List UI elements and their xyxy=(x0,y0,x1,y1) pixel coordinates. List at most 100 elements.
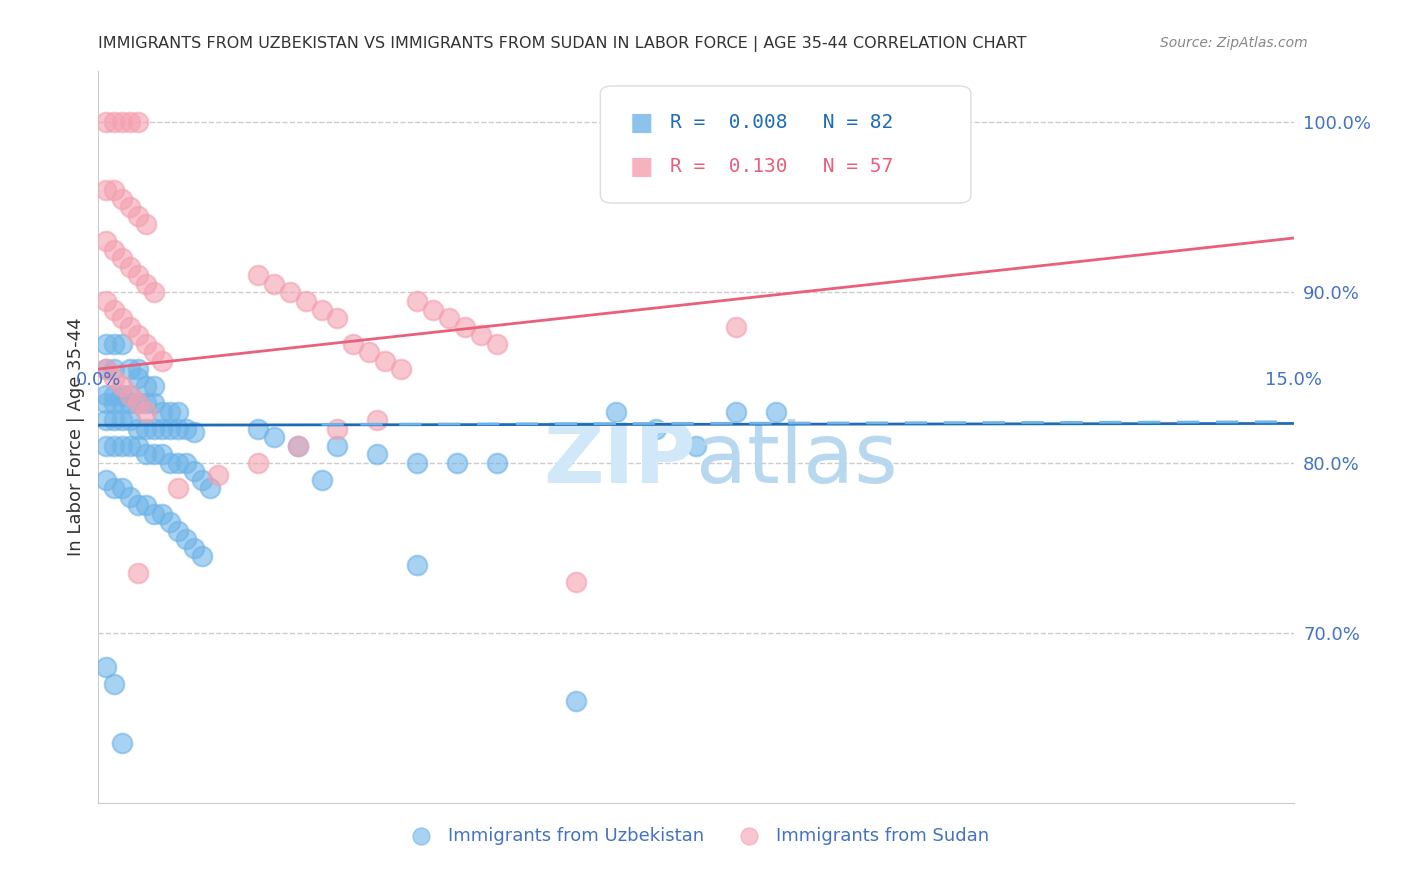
Point xyxy=(183,425,205,439)
Point xyxy=(287,439,309,453)
Text: R =  0.130   N = 57: R = 0.130 N = 57 xyxy=(669,157,893,176)
Text: R =  0.008   N = 82: R = 0.008 N = 82 xyxy=(666,113,890,132)
Point xyxy=(406,558,429,572)
Point xyxy=(167,481,190,495)
Point xyxy=(454,319,477,334)
Point xyxy=(246,421,269,435)
Point xyxy=(111,336,134,351)
Point xyxy=(120,387,142,401)
Point xyxy=(183,541,205,555)
Point xyxy=(246,268,269,283)
Point xyxy=(143,285,166,300)
Point xyxy=(437,311,460,326)
Point xyxy=(127,370,149,384)
Text: ■: ■ xyxy=(624,111,648,135)
Point xyxy=(127,396,149,410)
Text: ZIP: ZIP xyxy=(544,418,696,500)
Point xyxy=(103,336,125,351)
Point xyxy=(311,473,333,487)
Point xyxy=(191,473,214,487)
Point xyxy=(389,362,412,376)
Point xyxy=(645,421,668,435)
Legend: Immigrants from Uzbekistan, Immigrants from Sudan: Immigrants from Uzbekistan, Immigrants f… xyxy=(395,820,997,852)
Point xyxy=(127,498,149,512)
Point xyxy=(183,464,205,478)
Point xyxy=(143,396,166,410)
Point xyxy=(287,439,309,453)
Point xyxy=(135,421,157,435)
Point xyxy=(96,659,118,673)
Point xyxy=(103,302,125,317)
Point xyxy=(135,498,157,512)
Point xyxy=(342,336,364,351)
Point xyxy=(111,311,134,326)
Point xyxy=(120,201,142,215)
Point xyxy=(120,387,142,401)
Point xyxy=(103,243,125,257)
Point xyxy=(167,524,190,538)
Point xyxy=(565,694,588,708)
Point xyxy=(120,115,142,129)
Text: IMMIGRANTS FROM UZBEKISTAN VS IMMIGRANTS FROM SUDAN IN LABOR FORCE | AGE 35-44 C: IMMIGRANTS FROM UZBEKISTAN VS IMMIGRANTS… xyxy=(98,36,1026,52)
Point xyxy=(96,293,118,308)
Point xyxy=(103,481,125,495)
Point xyxy=(150,404,173,418)
Point xyxy=(167,456,190,470)
Point xyxy=(135,218,157,232)
Point xyxy=(96,387,118,401)
Point xyxy=(724,319,747,334)
Point xyxy=(96,183,118,197)
Point xyxy=(111,396,134,410)
Point xyxy=(150,447,173,461)
Point xyxy=(127,115,149,129)
Text: Source: ZipAtlas.com: Source: ZipAtlas.com xyxy=(1160,36,1308,50)
Point xyxy=(143,447,166,461)
Point xyxy=(150,353,173,368)
Point xyxy=(765,404,787,418)
Point xyxy=(150,421,173,435)
Point xyxy=(159,515,181,529)
Point xyxy=(127,328,149,343)
Point xyxy=(111,439,134,453)
Point xyxy=(103,115,125,129)
Point xyxy=(143,421,166,435)
Text: R =  0.008   N = 82: R = 0.008 N = 82 xyxy=(669,113,893,132)
Point xyxy=(127,268,149,283)
Point xyxy=(374,353,396,368)
Text: atlas: atlas xyxy=(696,418,897,500)
Point xyxy=(135,396,157,410)
Point xyxy=(326,439,349,453)
Point xyxy=(103,413,125,427)
Point xyxy=(366,413,388,427)
Text: ■: ■ xyxy=(630,111,654,135)
Point xyxy=(326,311,349,326)
Point xyxy=(111,736,134,750)
Point xyxy=(167,421,190,435)
Point xyxy=(103,183,125,197)
Point xyxy=(470,328,492,343)
Point xyxy=(167,404,190,418)
Point xyxy=(96,413,118,427)
Point xyxy=(565,574,588,589)
Point xyxy=(127,396,149,410)
Point xyxy=(278,285,301,300)
Point xyxy=(294,293,316,308)
Point xyxy=(605,404,627,418)
Point xyxy=(96,235,118,249)
Point xyxy=(111,115,134,129)
Point xyxy=(96,362,118,376)
Point xyxy=(326,421,349,435)
Text: ■: ■ xyxy=(624,154,648,178)
Point xyxy=(127,566,149,581)
Point xyxy=(127,362,149,376)
Point xyxy=(359,345,381,359)
Text: ■: ■ xyxy=(630,154,654,178)
Point xyxy=(120,319,142,334)
Point xyxy=(685,439,707,453)
Point xyxy=(159,421,181,435)
Point xyxy=(174,456,197,470)
Point xyxy=(198,481,221,495)
Point xyxy=(143,507,166,521)
Point xyxy=(103,387,125,401)
Point xyxy=(103,362,125,376)
